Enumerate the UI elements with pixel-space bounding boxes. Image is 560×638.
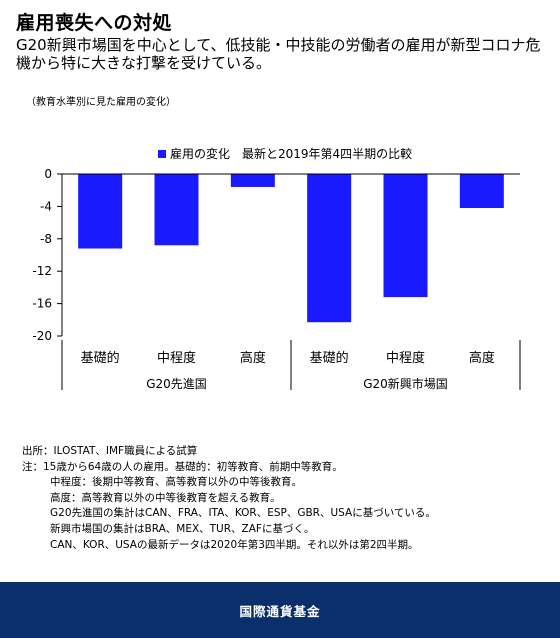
y-tick-label: -8: [40, 232, 52, 246]
footnote-line: G20先進国の集計はCAN、FRA、ITA、KOR、ESP、GBR、USAに基づ…: [50, 507, 436, 520]
x-tick-label: 高度: [469, 350, 495, 366]
bar: [78, 174, 123, 249]
y-tick-label: -16: [32, 297, 52, 311]
footnote-line: 中程度：後期中等教育、高等教育以外の中等後教育。: [50, 476, 302, 489]
x-tick-label: 基礎的: [81, 350, 120, 366]
chart-subtitle: G20新興市場国を中心として、低技能・中技能の労働者の雇用が新型コロナ危機から特…: [16, 36, 541, 72]
legend-label: 雇用の変化 最新と2019年第4四半期の比較: [170, 146, 412, 161]
bar: [154, 174, 199, 246]
y-tick-label: -4: [40, 199, 52, 213]
bar-chart: 雇用の変化 最新と2019年第4四半期の比較 0 -4 -8 -12 -16 -20 基礎的 中…: [32, 146, 521, 391]
chart-title: 雇用喪失への対処: [16, 12, 173, 34]
y-tick-label: 0: [44, 167, 52, 181]
footnote-line: 新興市場国の集計はBRA、MEX、TUR、ZAFに基づく。: [50, 522, 315, 535]
x-tick-label: 中程度: [157, 350, 196, 366]
legend-swatch: [158, 150, 166, 158]
bar: [383, 174, 428, 298]
y-tick-label: -20: [32, 329, 52, 343]
footer-label: 国際通貨基金: [239, 603, 321, 619]
y-tick-label: -12: [32, 264, 52, 278]
footnote-line: CAN、KOR、USAの最新データは2020年第3四半期。それ以外は第2四半期。: [50, 538, 419, 551]
footnotes: 出所：ILOSTAT、IMF職員による試算 注：15歳から64歳の人の雇用。基礎…: [22, 444, 436, 553]
footnote-note: 注：15歳から64歳の人の雇用。基礎的：初等教育、前期中等教育。: [22, 460, 343, 473]
chart-note: （教育水準別に見た雇用の変化）: [26, 97, 176, 108]
footnote-source: 出所：ILOSTAT、IMF職員による試算: [22, 445, 198, 457]
x-tick-label: 中程度: [386, 350, 425, 366]
footer-bar: 国際通貨基金: [0, 582, 560, 638]
bar: [307, 174, 352, 323]
bar: [459, 174, 504, 209]
x-tick-label: 高度: [240, 350, 266, 366]
x-tick-label: 基礎的: [310, 350, 349, 366]
footnote-line: 高度：高等教育以外の中等後教育を超える教育。: [50, 491, 281, 504]
bar: [230, 174, 275, 187]
group-label: G20先進国: [146, 377, 207, 391]
group-label: G20新興市場国: [363, 376, 448, 391]
